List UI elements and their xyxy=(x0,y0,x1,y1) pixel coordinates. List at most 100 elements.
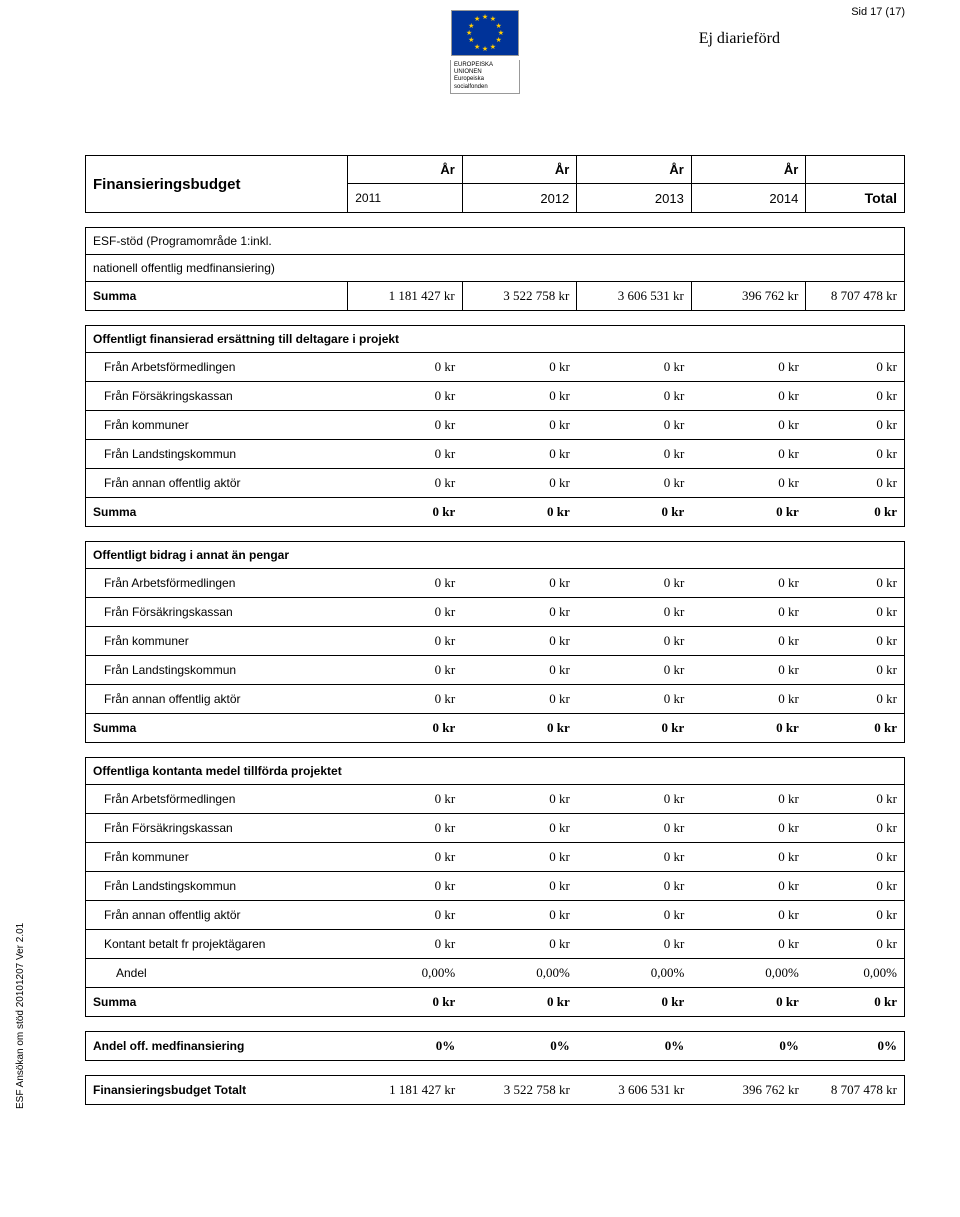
cell-value: 0 kr xyxy=(806,930,904,959)
cell-value: 0 kr xyxy=(691,685,806,714)
cell-value: 0 kr xyxy=(462,843,577,872)
year-2014: 2014 xyxy=(691,184,806,213)
cell-value: 0 kr xyxy=(577,353,692,382)
cell-value: 0 kr xyxy=(577,785,692,814)
year-heading-blank xyxy=(806,156,904,184)
cell-value: 0 kr xyxy=(577,930,692,959)
row-label: Från Arbetsförmedlingen xyxy=(86,785,348,814)
summa-value: 0 kr xyxy=(691,988,806,1017)
row-label: Från Försäkringskassan xyxy=(86,598,348,627)
cell-value: 0 kr xyxy=(691,469,806,498)
cell-value: 0 kr xyxy=(348,814,463,843)
cell-value: 0 kr xyxy=(348,411,463,440)
cell-value: 0 kr xyxy=(348,901,463,930)
total-v0: 1 181 427 kr xyxy=(348,1076,463,1104)
cell-value: 0 kr xyxy=(462,627,577,656)
year-heading-2: År xyxy=(462,156,577,184)
cell-value: 0 kr xyxy=(691,930,806,959)
row-label: Kontant betalt fr projektägaren xyxy=(86,930,348,959)
eu-label-1: EUROPEISKA UNIONEN xyxy=(454,62,516,76)
cell-value: 0 kr xyxy=(348,785,463,814)
summa-label: Summa xyxy=(86,988,348,1017)
cell-value: 0 kr xyxy=(691,901,806,930)
cell-value: 0 kr xyxy=(577,872,692,901)
andel-value: 0,00% xyxy=(462,959,577,988)
esf-label-1: ESF-stöd (Programområde 1:inkl. xyxy=(86,228,904,255)
cell-value: 0 kr xyxy=(691,785,806,814)
medfin-label: Andel off. medfinansiering xyxy=(86,1032,348,1060)
table-row: Från Landstingskommun0 kr0 kr0 kr0 kr0 k… xyxy=(86,440,904,469)
summa-value: 0 kr xyxy=(806,988,904,1017)
cell-value: 0 kr xyxy=(691,872,806,901)
table-row: Från Arbetsförmedlingen0 kr0 kr0 kr0 kr0… xyxy=(86,569,904,598)
cell-value: 0 kr xyxy=(348,872,463,901)
medfin-v2: 0% xyxy=(577,1032,692,1060)
cell-value: 0 kr xyxy=(691,598,806,627)
cell-value: 0 kr xyxy=(806,656,904,685)
row-label: Från Försäkringskassan xyxy=(86,382,348,411)
summa-value: 0 kr xyxy=(462,988,577,1017)
cell-value: 0 kr xyxy=(462,872,577,901)
summa-row: Summa0 kr0 kr0 kr0 kr0 kr xyxy=(86,498,904,527)
cell-value: 0 kr xyxy=(348,685,463,714)
summa-value: 0 kr xyxy=(577,988,692,1017)
table-row: Från Försäkringskassan0 kr0 kr0 kr0 kr0 … xyxy=(86,382,904,411)
row-label: Från Försäkringskassan xyxy=(86,814,348,843)
total-v4: 8 707 478 kr xyxy=(806,1076,904,1104)
not-registered-label: Ej diarieförd xyxy=(699,30,780,48)
summa-row: Summa0 kr0 kr0 kr0 kr0 kr xyxy=(86,714,904,743)
cell-value: 0 kr xyxy=(806,598,904,627)
eu-label-box: EUROPEISKA UNIONEN Europeiska socialfond… xyxy=(450,60,520,94)
eu-flag-icon: ★ ★ ★ ★ ★ ★ ★ ★ ★ ★ ★ ★ xyxy=(451,10,519,56)
cell-value: 0 kr xyxy=(462,656,577,685)
cell-value: 0 kr xyxy=(462,930,577,959)
table-row: Kontant betalt fr projektägaren0 kr0 kr0… xyxy=(86,930,904,959)
summa-label: Summa xyxy=(86,714,348,743)
cell-value: 0 kr xyxy=(691,814,806,843)
year-heading-4: År xyxy=(691,156,806,184)
summa-value: 0 kr xyxy=(348,498,463,527)
cell-value: 0 kr xyxy=(348,440,463,469)
cell-value: 0 kr xyxy=(577,469,692,498)
total-label: Finansieringsbudget Totalt xyxy=(86,1076,348,1104)
esf-val-4: 8 707 478 kr xyxy=(806,282,904,311)
cell-value: 0 kr xyxy=(348,569,463,598)
table-row: Från kommuner0 kr0 kr0 kr0 kr0 kr xyxy=(86,843,904,872)
table-row: Från annan offentlig aktör0 kr0 kr0 kr0 … xyxy=(86,685,904,714)
summa-label: Summa xyxy=(86,498,348,527)
cell-value: 0 kr xyxy=(577,598,692,627)
cell-value: 0 kr xyxy=(691,353,806,382)
summa-value: 0 kr xyxy=(577,498,692,527)
table-row: Från kommuner0 kr0 kr0 kr0 kr0 kr xyxy=(86,411,904,440)
table2-block: Offentligt finansierad ersättning till d… xyxy=(85,325,905,527)
summa-value: 0 kr xyxy=(348,988,463,1017)
year-2013: 2013 xyxy=(577,184,692,213)
andel-value: 0,00% xyxy=(348,959,463,988)
andel-value: 0,00% xyxy=(691,959,806,988)
cell-value: 0 kr xyxy=(462,411,577,440)
cell-value: 0 kr xyxy=(806,843,904,872)
cell-value: 0 kr xyxy=(691,656,806,685)
summa-value: 0 kr xyxy=(691,498,806,527)
total-v2: 3 606 531 kr xyxy=(577,1076,692,1104)
andel-value: 0,00% xyxy=(806,959,904,988)
sidebar-version-text: ESF Ansökan om stöd 20101207 Ver 2.01 xyxy=(15,923,26,1109)
table-row: Från Arbetsförmedlingen0 kr0 kr0 kr0 kr0… xyxy=(86,785,904,814)
row-label: Från Landstingskommun xyxy=(86,656,348,685)
row-label: Från Landstingskommun xyxy=(86,440,348,469)
row-label: Från annan offentlig aktör xyxy=(86,901,348,930)
cell-value: 0 kr xyxy=(462,353,577,382)
cell-value: 0 kr xyxy=(462,469,577,498)
summa-value: 0 kr xyxy=(691,714,806,743)
row-label: Från Arbetsförmedlingen xyxy=(86,569,348,598)
cell-value: 0 kr xyxy=(806,814,904,843)
row-label: Från kommuner xyxy=(86,843,348,872)
cell-value: 0 kr xyxy=(691,843,806,872)
andel-row: Andel0,00%0,00%0,00%0,00%0,00% xyxy=(86,959,904,988)
cell-value: 0 kr xyxy=(462,569,577,598)
cell-value: 0 kr xyxy=(577,411,692,440)
summa-value: 0 kr xyxy=(806,498,904,527)
cell-value: 0 kr xyxy=(577,656,692,685)
table-row: Från Landstingskommun0 kr0 kr0 kr0 kr0 k… xyxy=(86,872,904,901)
table2: Offentligt finansierad ersättning till d… xyxy=(86,326,904,526)
